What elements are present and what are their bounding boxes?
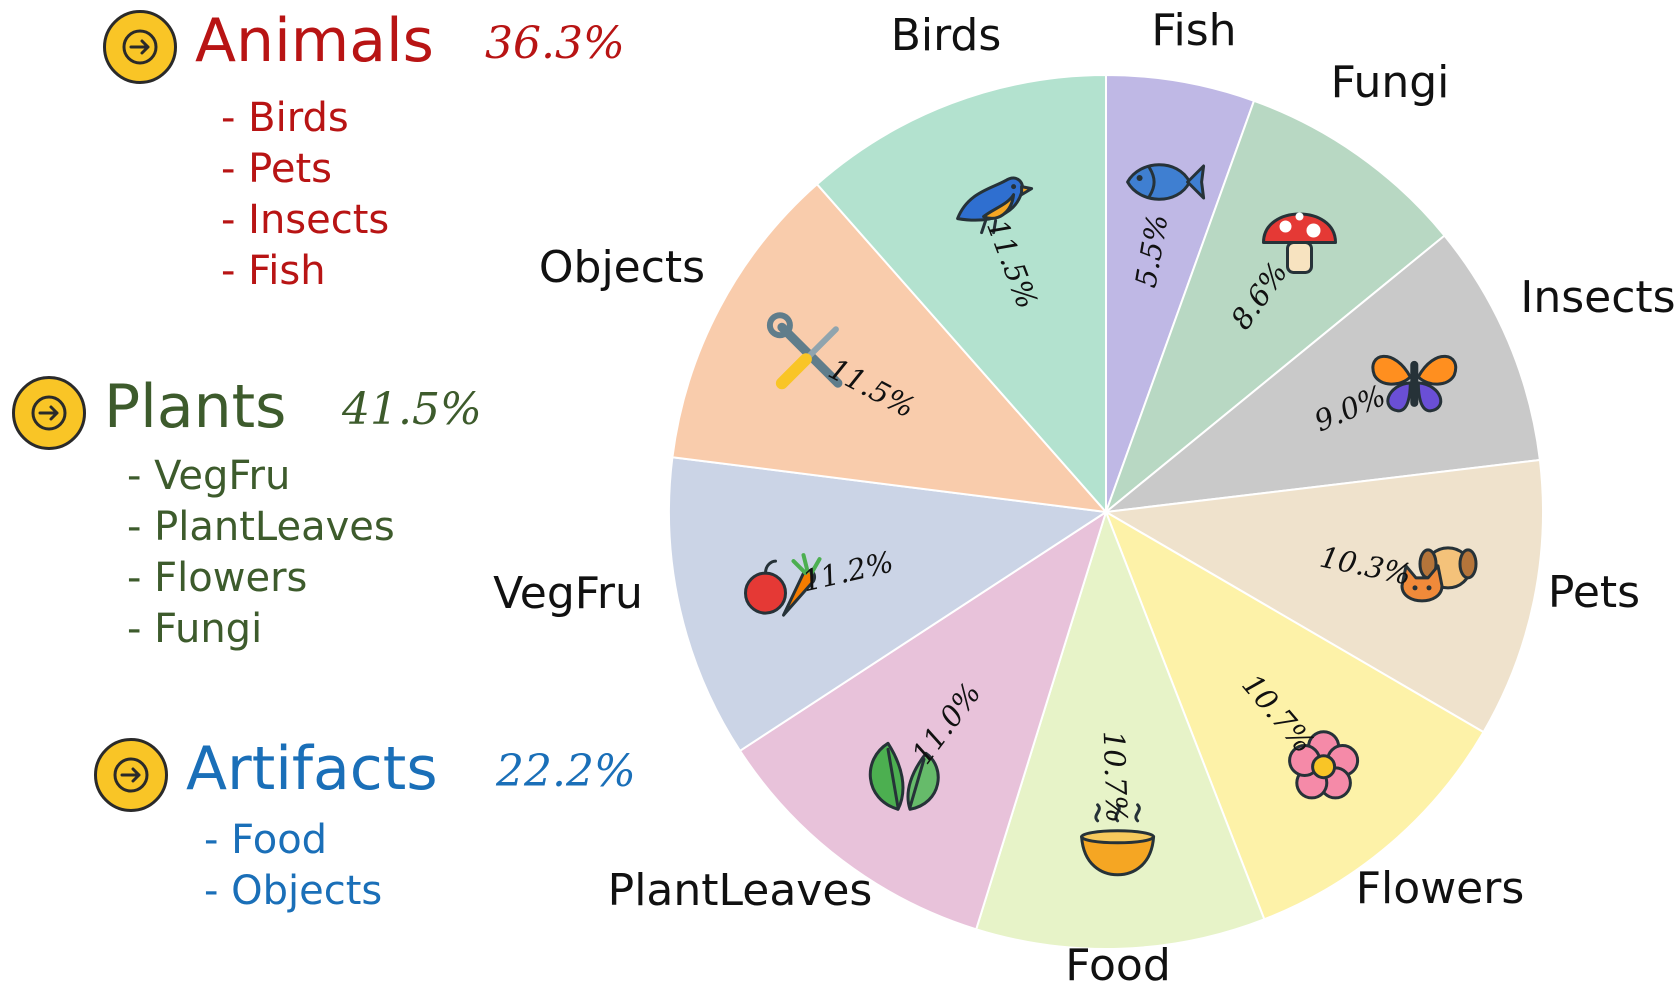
- arrow-right-icon: [94, 738, 168, 812]
- subcategory-item: - Insects: [221, 197, 390, 243]
- pie-slice-vegfru: [667, 456, 1109, 753]
- group-percent: 22.2%: [496, 746, 636, 797]
- pie-category-label: Food: [1065, 940, 1171, 991]
- subcategory-item: - Pets: [221, 146, 332, 192]
- subcategory-item: - VegFru: [127, 453, 291, 499]
- subcategory-list: - Birds - Pets - Insects - Fish: [221, 93, 389, 297]
- subcategory-item: - PlantLeaves: [127, 504, 395, 550]
- pie-category-label: Pets: [1548, 567, 1640, 618]
- group-title: Plants: [104, 372, 287, 442]
- pie-slice-plantleaves: [738, 509, 1108, 931]
- butterfly-icon: [1371, 354, 1458, 413]
- pie-slice-food: [974, 508, 1266, 950]
- subcategory-item: - Fish: [221, 248, 326, 294]
- subcategory-item: - Birds: [221, 95, 349, 141]
- mushroom-icon: [1262, 212, 1337, 274]
- subcategory-list: - VegFru - PlantLeaves - Flowers - Fungi: [127, 451, 395, 655]
- tools-icon: [766, 312, 843, 390]
- pie-category-label: Objects: [539, 242, 705, 293]
- group-percent: 36.3%: [485, 18, 625, 69]
- fish-icon: [1126, 163, 1206, 201]
- bird-icon: [956, 176, 1034, 235]
- leaves-icon: [868, 741, 940, 811]
- flower-icon: [1288, 730, 1360, 800]
- apple-carrot-icon: [744, 553, 822, 617]
- arrow-right-icon: [12, 376, 86, 450]
- subcategory-list: - Food - Objects: [204, 815, 382, 917]
- subcategory-item: - Food: [204, 817, 328, 863]
- pie-slice-flowers: [1104, 509, 1485, 921]
- pie-slice-pets: [1102, 458, 1544, 734]
- subcategory-item: - Flowers: [127, 555, 308, 601]
- subcategory-item: - Fungi: [127, 606, 263, 652]
- pie-value-label: 10.7%: [1097, 730, 1134, 823]
- pie-slice-birds: [815, 73, 1107, 515]
- group-percent: 41.5%: [342, 384, 482, 435]
- arrow-right-icon: [103, 10, 177, 84]
- subcategory-item: - Objects: [204, 868, 383, 914]
- pie-category-label: Birds: [891, 10, 1002, 61]
- pie-slice-insects: [1102, 234, 1542, 514]
- pie-category-label: Insects: [1520, 272, 1675, 323]
- pie-category-label: PlantLeaves: [608, 865, 873, 916]
- pie-category-label: Flowers: [1356, 863, 1525, 914]
- pie-slice-objects: [671, 182, 1109, 514]
- pie-category-label: VegFru: [493, 568, 643, 619]
- pie-slice-fungi: [1103, 99, 1446, 516]
- group-title: Artifacts: [186, 734, 438, 804]
- pie-category-label: Fish: [1151, 5, 1236, 56]
- dog-cat-icon: [1400, 546, 1478, 603]
- pie-category-label: Fungi: [1331, 57, 1450, 108]
- soup-bowl-icon: [1080, 803, 1156, 877]
- group-title: Animals: [195, 6, 434, 76]
